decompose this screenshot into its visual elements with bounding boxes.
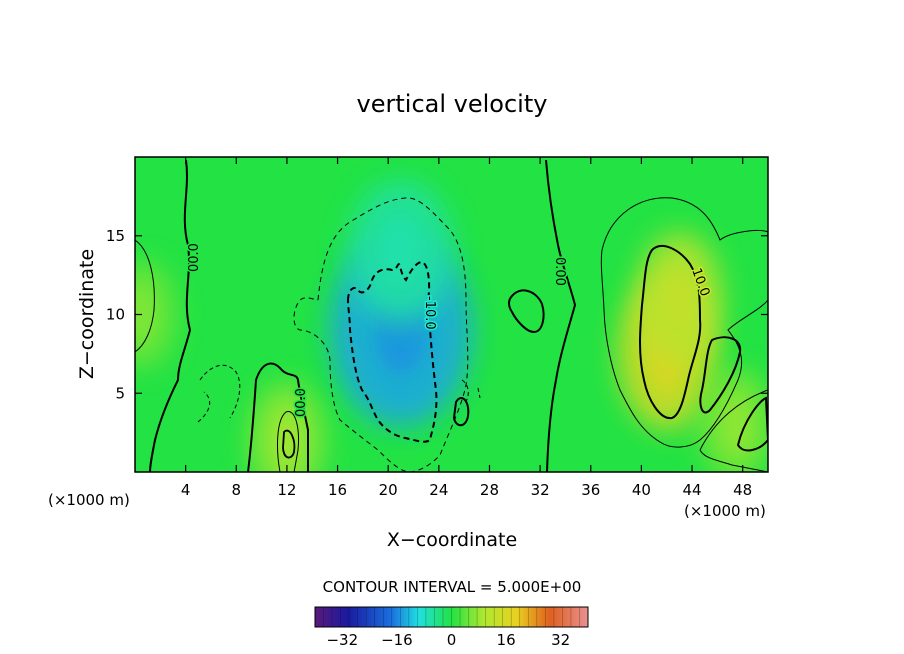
x-tick-label: 4 [181, 481, 191, 499]
colorbar-ticks: −32 −16 0 16 32 [326, 631, 570, 649]
x-tick-label: 48 [733, 481, 752, 499]
contour-5-small-left [277, 411, 299, 472]
contour-interval-text: CONTOUR INTERVAL = 5.000E+00 [323, 578, 582, 596]
y-axis: 5 10 15 [106, 227, 768, 402]
field-core-downdraft [382, 219, 420, 284]
y-axis-label: Z−coordinate [76, 249, 98, 379]
x-tick-label: 36 [581, 481, 600, 499]
contour-label: 00.0 [294, 388, 309, 417]
field-core-updraft [135, 290, 154, 339]
contour-5-left-edge [135, 239, 155, 353]
y-tick-label: 15 [106, 227, 125, 245]
chart-title: vertical velocity [357, 90, 548, 118]
zero-contour-bump [247, 362, 310, 472]
x-tick-label: 28 [480, 481, 499, 499]
contour-5-tiny [282, 429, 296, 459]
x-tick-label: 16 [328, 481, 347, 499]
x-axis: 4 8 12 16 20 24 28 32 36 40 44 48 [181, 157, 752, 499]
x-tick-label: 24 [429, 481, 448, 499]
field-core-updraft [724, 400, 749, 450]
contour-label: 00.0 [187, 243, 202, 272]
colorbar-tick-label: −16 [381, 631, 413, 649]
contour-lines [135, 159, 768, 472]
x-axis-label: X−coordinate [387, 529, 517, 551]
field-core-updraft [664, 268, 695, 329]
contour-10-low [736, 396, 768, 452]
zero-contour-left [149, 159, 192, 472]
x-unit-left: (×1000 m) [48, 491, 130, 509]
x-tick-label: 44 [682, 481, 701, 499]
contour-10-right [639, 245, 702, 420]
x-tick-label: 32 [531, 481, 550, 499]
x-tick-label: 12 [277, 481, 296, 499]
contour-label: -10.0 [422, 296, 437, 330]
x-tick-label: 20 [379, 481, 398, 499]
colorbar [314, 606, 589, 628]
contour-label: 0.00 [552, 257, 567, 286]
colorbar-tick-label: −32 [326, 631, 358, 649]
y-tick-label: 10 [106, 306, 125, 324]
colorbar-tick-label: 0 [447, 631, 457, 649]
zero-contour-loop-b [452, 397, 470, 427]
x-unit-right: (×1000 m) [684, 502, 766, 520]
field-blobs [135, 180, 768, 472]
zero-contour-center [545, 159, 577, 472]
colorbar-tick-label: 32 [551, 631, 570, 649]
heatmap-field [135, 157, 768, 472]
colorbar-tick-label: 16 [497, 631, 516, 649]
colorbar-bands [314, 607, 589, 627]
y-tick-label: 5 [115, 384, 125, 402]
x-tick-label: 8 [232, 481, 242, 499]
contour-neg5 [293, 197, 469, 472]
contour-neg5-left-b [461, 379, 481, 405]
contour-5-low-right [699, 389, 768, 472]
zero-contour-loop-a [508, 289, 545, 334]
contour-neg5-left-a [197, 364, 241, 423]
x-tick-label: 40 [632, 481, 651, 499]
contour-5-right [600, 197, 768, 448]
contour-10-lobe [699, 336, 742, 414]
